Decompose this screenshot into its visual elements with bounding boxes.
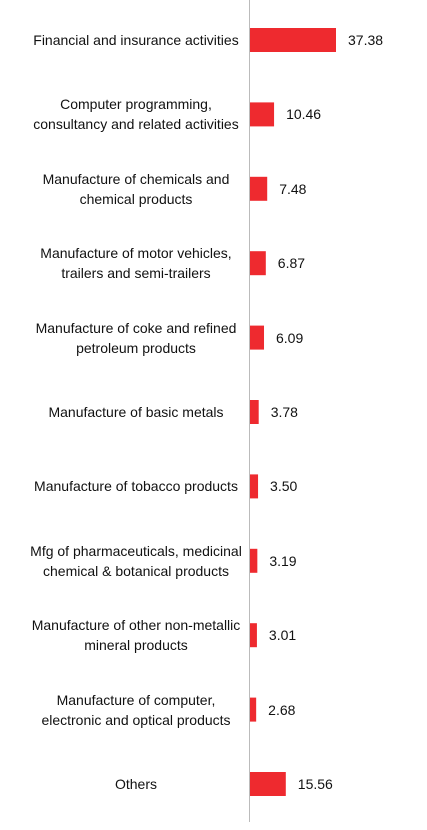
value-label: 3.19 (269, 552, 297, 569)
value-label: 7.48 (279, 180, 307, 197)
category-label: Others (114, 776, 157, 792)
category-label: Computer programming, consultancy and re… (33, 96, 239, 133)
category-label: Financial and insurance activities (33, 32, 239, 48)
category-label: Manufacture of tobacco products (34, 478, 238, 495)
value-label: 3.78 (270, 404, 298, 420)
bar (250, 772, 286, 796)
value-label: 2.68 (268, 701, 296, 718)
category-label: Manufacture of coke and refined petroleu… (35, 319, 237, 356)
value-label: 6.09 (276, 329, 304, 346)
category-label: Manufacture of basic metals (48, 404, 224, 420)
category-label: Manufacture of motor vehicles, trailers … (40, 245, 232, 282)
bar (250, 400, 259, 424)
bar (250, 102, 275, 127)
value-label: 6.87 (277, 255, 306, 272)
category-label: Manufacture of other non-metallic minera… (31, 617, 241, 654)
bar (250, 697, 257, 722)
bar (250, 474, 259, 499)
value-label: 15.56 (297, 776, 333, 792)
bar (250, 325, 265, 350)
value-label: 3.50 (270, 478, 298, 495)
bar (250, 548, 258, 573)
bar (250, 251, 266, 276)
category-label: Manufacture of computer, electronic and … (41, 691, 231, 728)
category-label: Mfg of pharmaceuticals, medicinal chemic… (30, 542, 242, 579)
value-label: 10.46 (286, 106, 322, 123)
value-label: 3.01 (268, 627, 297, 644)
value-label: 37.38 (348, 32, 384, 48)
bar (250, 623, 257, 648)
category-label: Manufacture of chemicals and chemical pr… (42, 170, 230, 207)
bar (250, 176, 268, 201)
bar (250, 28, 336, 52)
